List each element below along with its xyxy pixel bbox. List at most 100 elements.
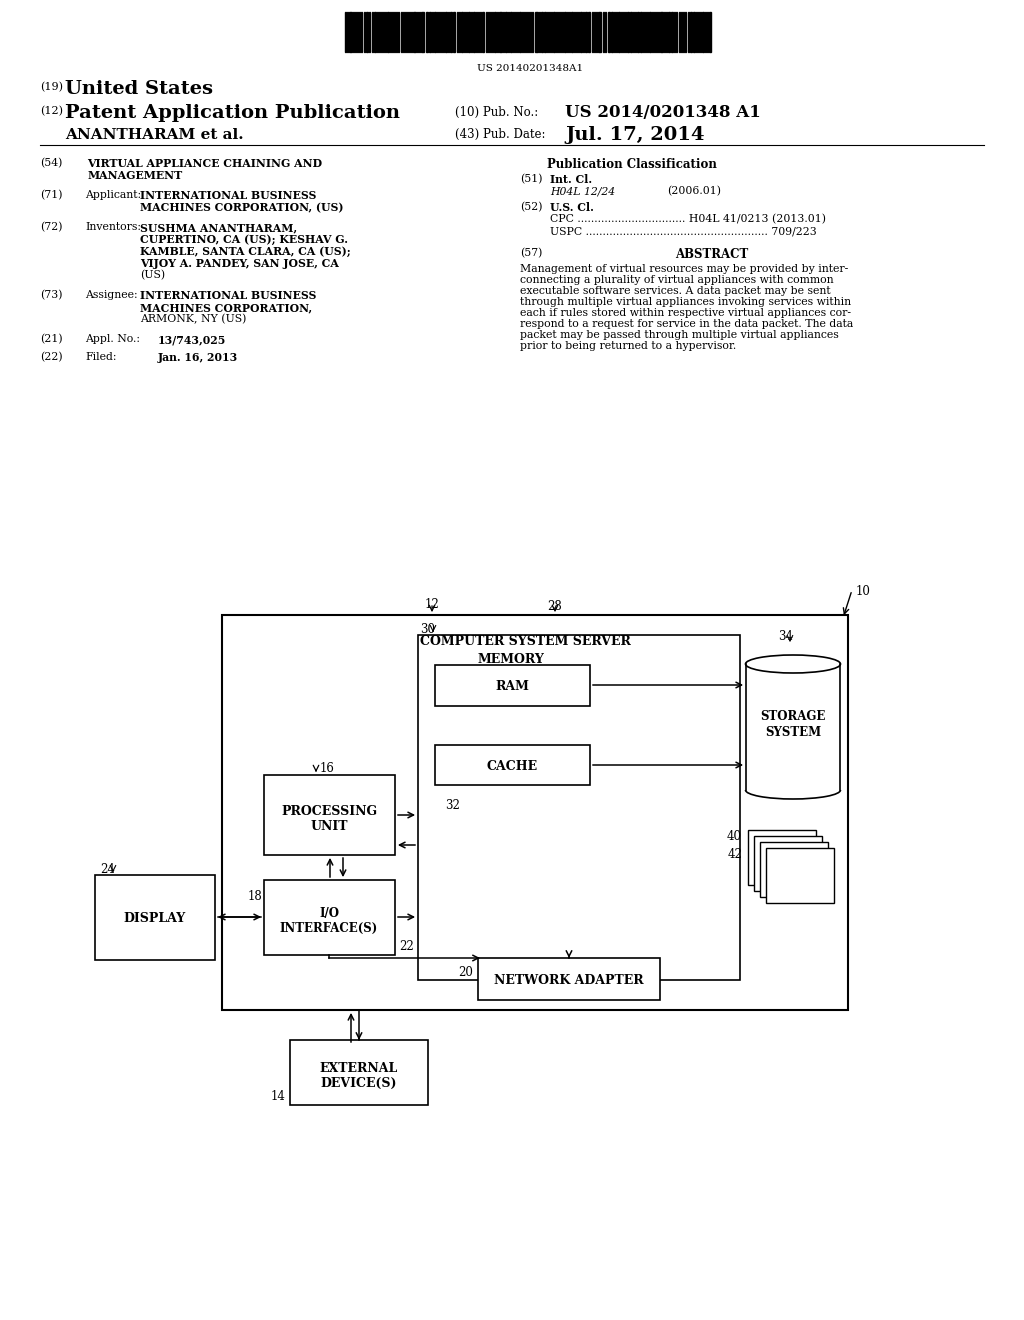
Bar <box>627 12 629 51</box>
Bar <box>435 665 590 706</box>
Text: SYSTEM: SYSTEM <box>765 726 821 738</box>
Text: CUPERTINO, CA (US); KESHAV G.: CUPERTINO, CA (US); KESHAV G. <box>140 234 348 246</box>
Text: Inventors:: Inventors: <box>85 222 141 232</box>
Text: (US): (US) <box>140 271 165 280</box>
Text: MANAGEMENT: MANAGEMENT <box>87 170 182 181</box>
Bar <box>473 12 475 51</box>
Text: Assignee:: Assignee: <box>85 290 137 300</box>
Text: United States: United States <box>65 81 213 98</box>
Bar <box>468 12 470 51</box>
Text: 20: 20 <box>458 966 473 979</box>
Bar <box>588 12 590 51</box>
Text: (12): (12) <box>40 106 63 116</box>
Text: RAM: RAM <box>495 681 529 693</box>
Bar <box>760 842 828 898</box>
Text: CPC ................................ H04L 41/0213 (2013.01): CPC ................................ H04… <box>550 214 826 224</box>
Text: (43) Pub. Date:: (43) Pub. Date: <box>455 128 546 141</box>
Text: INTERNATIONAL BUSINESS: INTERNATIONAL BUSINESS <box>140 290 316 301</box>
Text: 18: 18 <box>247 890 262 903</box>
Bar <box>690 12 692 51</box>
Text: Applicant:: Applicant: <box>85 190 141 201</box>
Bar <box>510 12 512 51</box>
Text: STORAGE: STORAGE <box>760 710 825 723</box>
Text: 16: 16 <box>319 762 335 775</box>
Bar <box>564 12 566 51</box>
Bar <box>660 12 663 51</box>
Text: U.S. Cl.: U.S. Cl. <box>550 202 594 213</box>
Bar <box>435 744 590 785</box>
Bar <box>580 12 582 51</box>
Bar <box>445 12 447 51</box>
Ellipse shape <box>745 655 841 673</box>
Bar <box>618 12 620 51</box>
Bar <box>374 12 376 51</box>
Bar <box>95 875 215 960</box>
Text: 34: 34 <box>778 630 793 643</box>
Text: DISPLAY: DISPLAY <box>124 912 186 925</box>
Text: through multiple virtual appliances invoking services within: through multiple virtual appliances invo… <box>520 297 851 308</box>
Bar <box>541 12 543 51</box>
Bar <box>387 12 389 51</box>
Text: VIJOY A. PANDEY, SAN JOSE, CA: VIJOY A. PANDEY, SAN JOSE, CA <box>140 257 339 269</box>
Text: ANANTHARAM et al.: ANANTHARAM et al. <box>65 128 244 143</box>
Bar <box>649 12 651 51</box>
Text: each if rules stored within respective virtual appliances cor-: each if rules stored within respective v… <box>520 308 851 318</box>
Text: Jan. 16, 2013: Jan. 16, 2013 <box>158 352 239 363</box>
Bar <box>434 12 436 51</box>
Text: (54): (54) <box>40 158 62 169</box>
Text: connecting a plurality of virtual appliances with common: connecting a plurality of virtual applia… <box>520 275 834 285</box>
Bar <box>766 847 834 903</box>
Text: (2006.01): (2006.01) <box>667 186 721 197</box>
Text: respond to a request for service in the data packet. The data: respond to a request for service in the … <box>520 319 853 329</box>
Text: 24: 24 <box>100 863 115 876</box>
Text: (21): (21) <box>40 334 62 345</box>
Text: MACHINES CORPORATION,: MACHINES CORPORATION, <box>140 302 312 313</box>
Bar <box>461 12 463 51</box>
Bar <box>450 12 452 51</box>
Text: ABSTRACT: ABSTRACT <box>676 248 749 261</box>
Bar <box>746 664 840 789</box>
Text: (10) Pub. No.:: (10) Pub. No.: <box>455 106 539 119</box>
Bar <box>611 12 613 51</box>
Bar <box>494 12 496 51</box>
Text: SUSHMA ANANTHARAM,: SUSHMA ANANTHARAM, <box>140 222 297 234</box>
Text: NETWORK ADAPTER: NETWORK ADAPTER <box>495 974 644 987</box>
Bar <box>598 12 601 51</box>
Bar <box>264 775 395 855</box>
Text: USPC ...................................................... 709/223: USPC ...................................… <box>550 226 817 236</box>
Text: KAMBLE, SANTA CLARA, CA (US);: KAMBLE, SANTA CLARA, CA (US); <box>140 246 351 257</box>
Bar <box>482 12 484 51</box>
Text: 32: 32 <box>445 799 460 812</box>
Text: 40: 40 <box>727 830 742 843</box>
Bar <box>418 635 740 979</box>
Text: packet may be passed through multiple virtual appliances: packet may be passed through multiple vi… <box>520 330 839 341</box>
Bar <box>519 12 521 51</box>
Text: MEMORY: MEMORY <box>478 653 545 667</box>
Text: Publication Classification: Publication Classification <box>547 158 717 172</box>
Bar <box>754 836 822 891</box>
Bar <box>413 12 416 51</box>
Bar <box>264 880 395 954</box>
Text: executable software services. A data packet may be sent: executable software services. A data pac… <box>520 286 830 296</box>
Text: INTERNATIONAL BUSINESS: INTERNATIONAL BUSINESS <box>140 190 316 201</box>
Text: Patent Application Publication: Patent Application Publication <box>65 104 400 121</box>
Bar <box>630 12 632 51</box>
Text: (73): (73) <box>40 290 62 301</box>
Bar <box>426 12 428 51</box>
Bar <box>478 958 660 1001</box>
Text: 42: 42 <box>727 847 742 861</box>
Text: MACHINES CORPORATION, (US): MACHINES CORPORATION, (US) <box>140 202 343 213</box>
Text: Jul. 17, 2014: Jul. 17, 2014 <box>565 125 705 144</box>
Bar <box>693 12 695 51</box>
Text: US 20140201348A1: US 20140201348A1 <box>477 63 583 73</box>
Text: 12: 12 <box>425 598 439 611</box>
Text: 28: 28 <box>548 601 562 612</box>
Text: US 2014/0201348 A1: US 2014/0201348 A1 <box>565 104 761 121</box>
Text: Int. Cl.: Int. Cl. <box>550 174 592 185</box>
Text: 30: 30 <box>420 623 435 636</box>
Text: (52): (52) <box>520 202 543 213</box>
Bar <box>709 12 711 51</box>
Text: (57): (57) <box>520 248 543 259</box>
Text: (72): (72) <box>40 222 62 232</box>
Bar <box>571 12 573 51</box>
